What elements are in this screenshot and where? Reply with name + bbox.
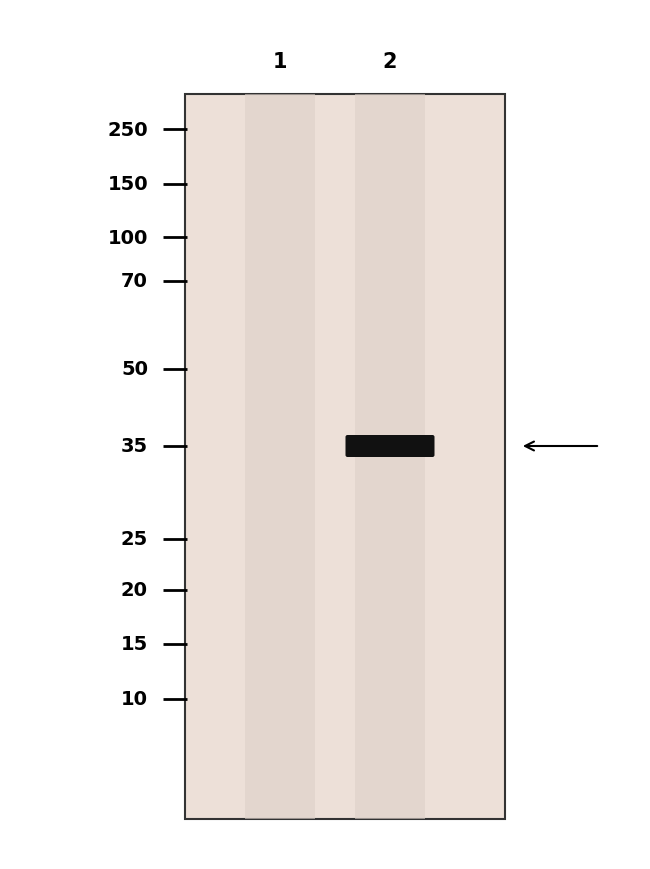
- Text: 70: 70: [121, 272, 148, 291]
- Text: 20: 20: [121, 580, 148, 600]
- Text: 2: 2: [383, 52, 397, 72]
- Bar: [245, 95, 315, 819]
- Bar: [185, 95, 505, 819]
- Text: 250: 250: [107, 121, 148, 139]
- Text: 10: 10: [121, 690, 148, 709]
- Text: 50: 50: [121, 360, 148, 379]
- Bar: [355, 95, 425, 819]
- Text: 35: 35: [121, 437, 148, 456]
- FancyBboxPatch shape: [346, 435, 434, 457]
- Text: 25: 25: [121, 530, 148, 549]
- Text: 15: 15: [121, 634, 148, 653]
- Text: 150: 150: [107, 176, 148, 195]
- Text: 100: 100: [108, 229, 148, 247]
- Text: 1: 1: [273, 52, 287, 72]
